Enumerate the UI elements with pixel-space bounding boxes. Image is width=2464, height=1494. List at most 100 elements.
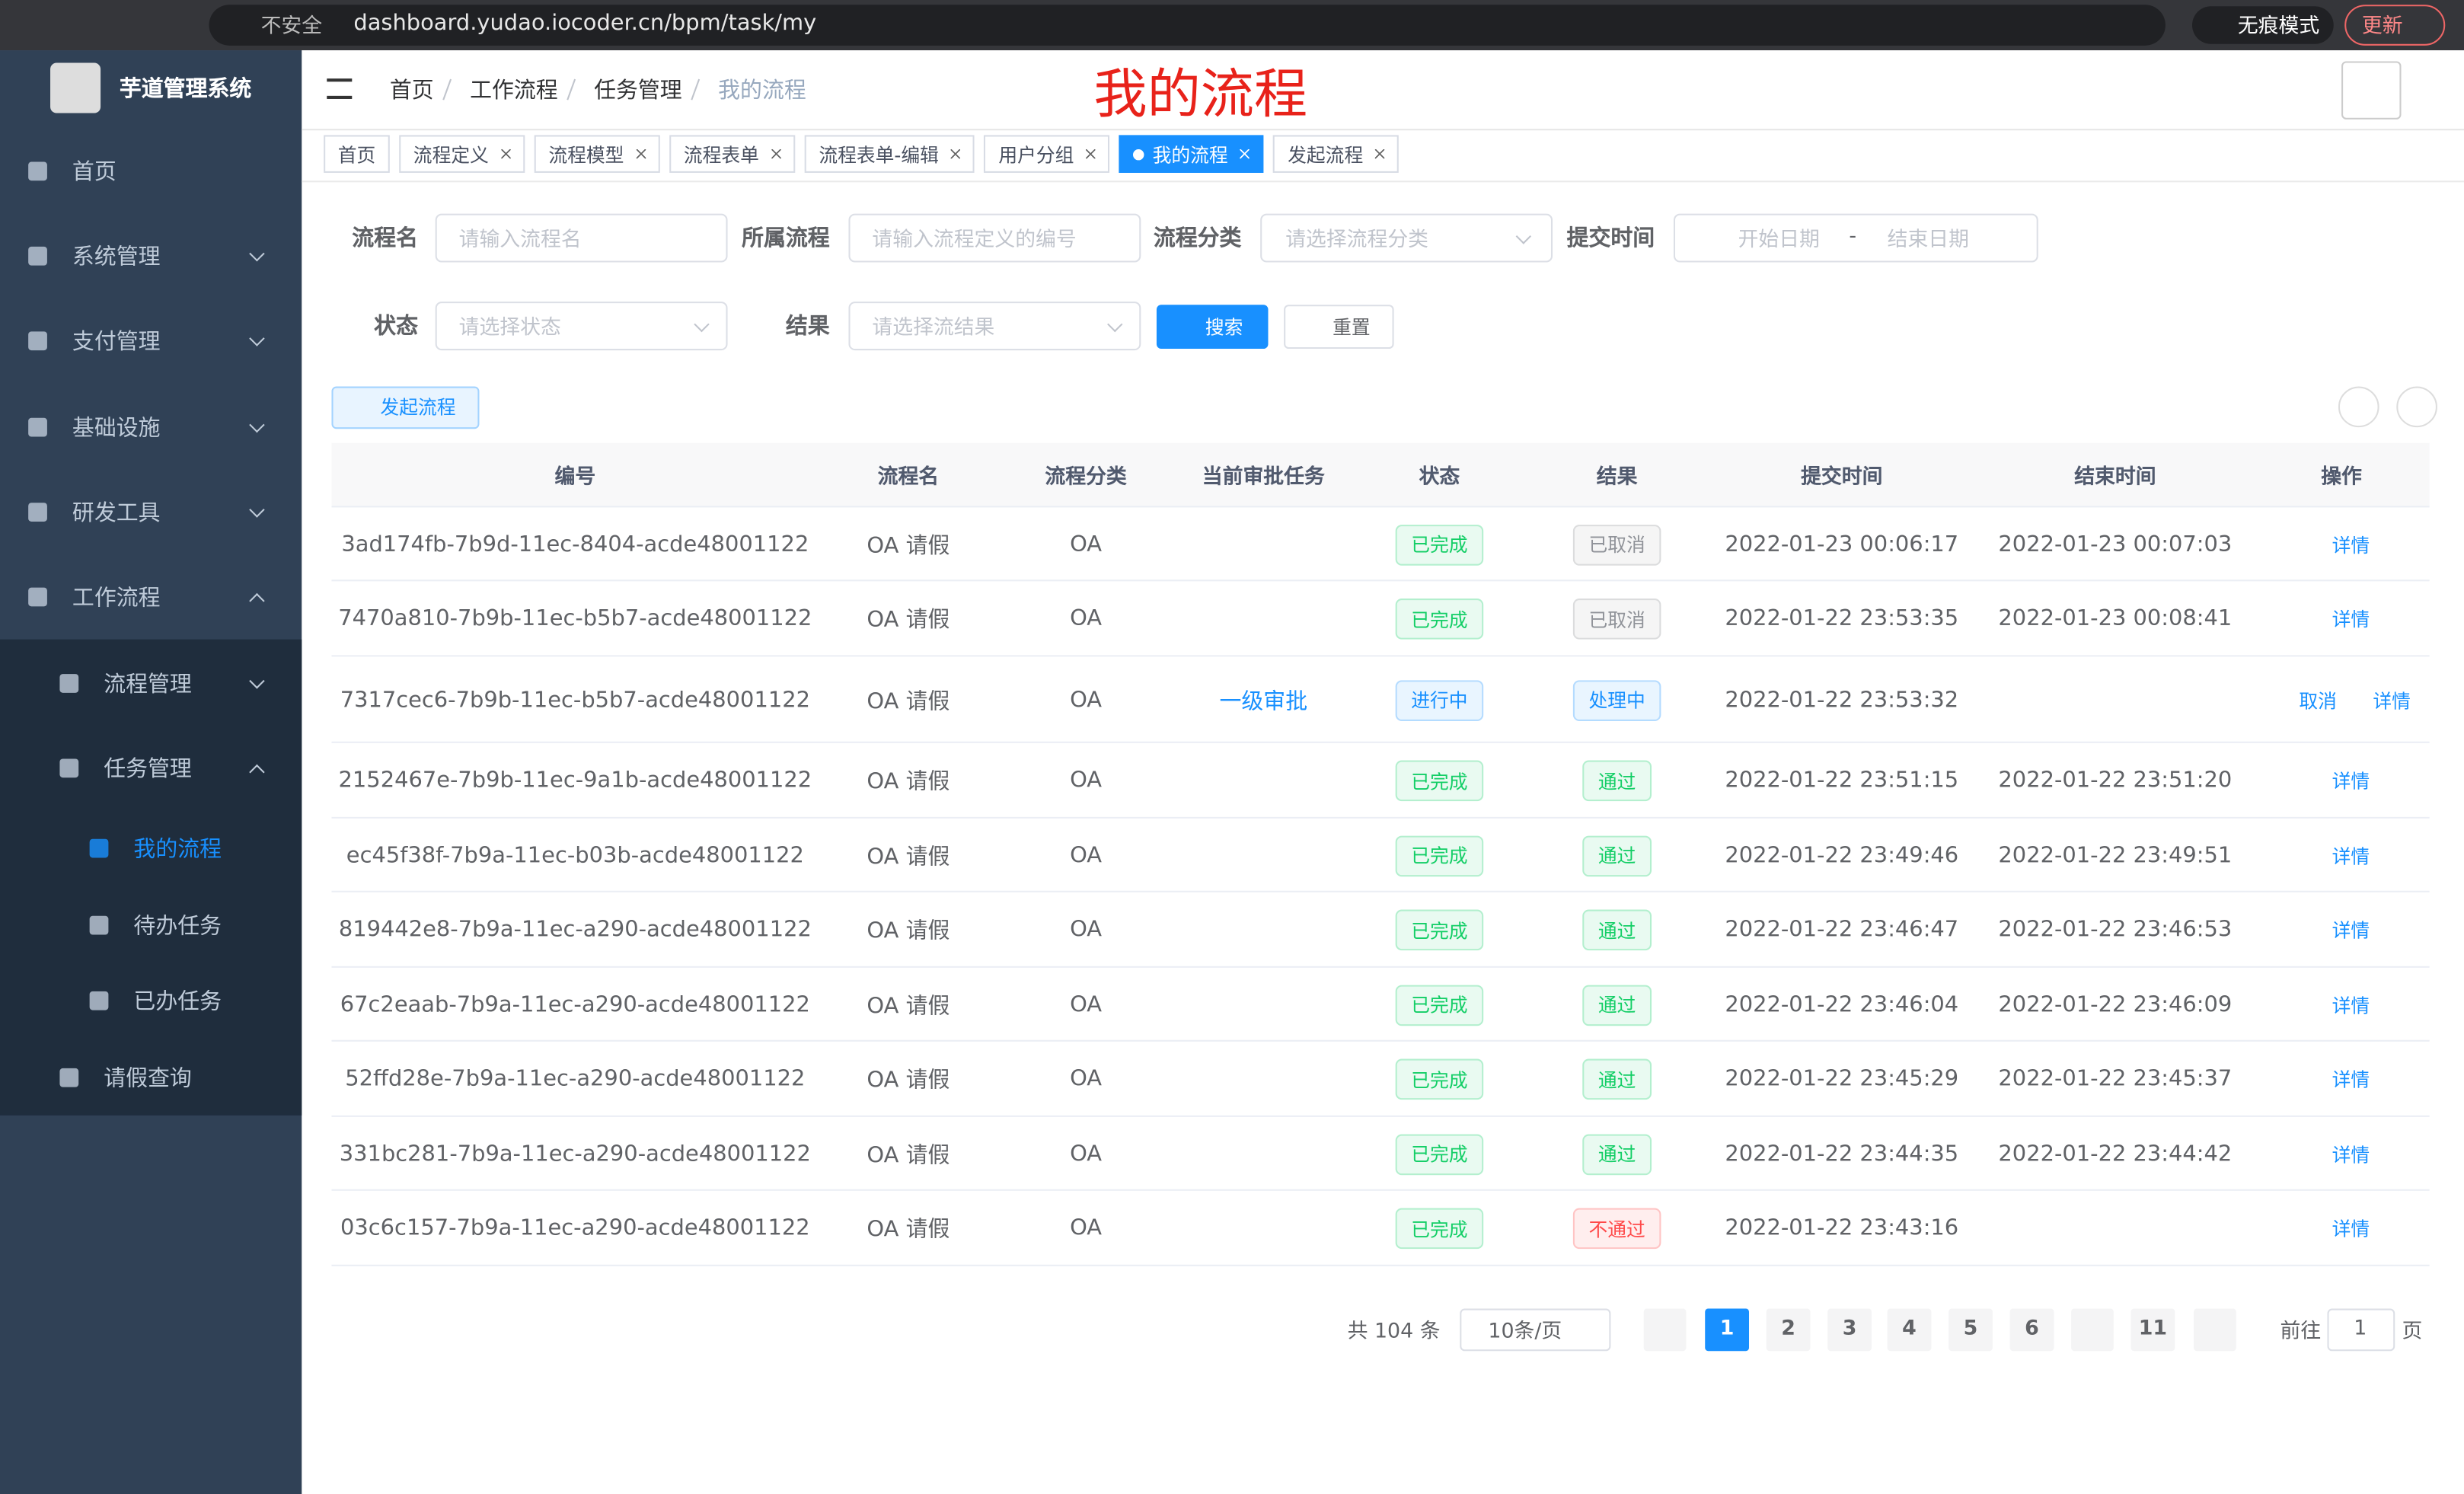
menu-item[interactable]: 支付管理: [72, 330, 161, 356]
tag-close[interactable]: [1086, 148, 1096, 159]
menu-item[interactable]: 流程管理: [104, 672, 192, 698]
status-tag: 通过: [1582, 984, 1652, 1026]
action-link[interactable]: 详情: [2332, 919, 2370, 942]
tag[interactable]: 发起流程: [1273, 135, 1400, 173]
prev-page[interactable]: [1643, 1308, 1687, 1352]
tag[interactable]: 流程表单: [669, 135, 796, 173]
create-button[interactable]: [331, 386, 480, 429]
input[interactable]: [435, 302, 728, 351]
status-text: 通过: [1597, 844, 1636, 867]
page-button[interactable]: [1705, 1308, 1750, 1352]
input[interactable]: [848, 302, 1141, 351]
page-button[interactable]: [1766, 1308, 1811, 1352]
status-tag: 已完成: [1395, 909, 1484, 951]
action-link[interactable]: 详情: [2332, 1068, 2370, 1091]
menu-item[interactable]: 研发工具: [72, 501, 161, 527]
search-label: 搜索: [1205, 316, 1243, 339]
action-link[interactable]: 取消: [2299, 689, 2337, 712]
cell: 819442e8-7b9a-11ec-a290-acde48001122: [338, 917, 812, 943]
next-page[interactable]: [2194, 1308, 2236, 1352]
status-tag: 已完成: [1395, 835, 1484, 876]
search-toggle[interactable]: [2338, 386, 2379, 428]
tag[interactable]: 流程表单-编辑: [804, 135, 975, 173]
status-tag: 通过: [1582, 1058, 1652, 1100]
page-number: 5: [1963, 1317, 1978, 1341]
update-button[interactable]: [2344, 5, 2446, 46]
row-divider: [331, 1115, 2430, 1117]
status-tag: 处理中: [1572, 679, 1661, 720]
form-label: 状态: [374, 314, 418, 340]
cell: OA: [1070, 1215, 1103, 1241]
avatar[interactable]: [2341, 61, 2402, 120]
action-link[interactable]: 详情: [2332, 770, 2370, 793]
cell: 03c6c157-7b9a-11ec-a290-acde48001122: [340, 1215, 810, 1241]
menu-icon: [28, 417, 47, 437]
cell: OA: [1070, 1141, 1103, 1167]
action-link[interactable]: 详情: [2332, 1143, 2370, 1166]
status-tag: 已取消: [1572, 524, 1661, 565]
status-tag: 通过: [1582, 909, 1652, 951]
action-link[interactable]: 详情: [2332, 608, 2370, 631]
tag-close[interactable]: [636, 148, 646, 159]
action-link[interactable]: 详情: [2373, 689, 2411, 712]
menu-item[interactable]: 首页: [72, 160, 116, 186]
menu-item[interactable]: 系统管理: [72, 244, 161, 270]
tag-close[interactable]: [951, 148, 961, 159]
action-link[interactable]: 详情: [2332, 534, 2370, 557]
tag[interactable]: 流程模型: [534, 135, 660, 173]
cell: 67c2eaab-7b9a-11ec-a290-acde48001122: [340, 991, 810, 1017]
table-header: [331, 442, 2430, 508]
update-label: 更新: [2361, 14, 2403, 39]
page-ellipsis[interactable]: [2071, 1308, 2114, 1352]
menu-item[interactable]: 任务管理: [104, 757, 192, 783]
tag-close[interactable]: [1240, 148, 1250, 159]
page-button[interactable]: [2009, 1308, 2054, 1352]
menu-icon: [59, 1068, 79, 1087]
page-size[interactable]: [1460, 1308, 1611, 1352]
action-link[interactable]: 详情: [2332, 1218, 2370, 1240]
tag[interactable]: 用户分组: [984, 135, 1110, 173]
status-text: 已完成: [1411, 1143, 1468, 1166]
input[interactable]: [435, 213, 728, 263]
tag[interactable]: 首页: [324, 135, 390, 173]
page-button[interactable]: [1887, 1308, 1932, 1352]
tag-close[interactable]: [771, 148, 781, 159]
input[interactable]: [848, 213, 1141, 263]
page-button[interactable]: [1827, 1308, 1872, 1352]
status-text: 已完成: [1411, 770, 1468, 793]
column-header: 提交时间: [1801, 465, 1883, 490]
tag[interactable]: 我的流程: [1119, 135, 1265, 173]
status-text: 已取消: [1588, 534, 1645, 557]
column-header: 编号: [554, 465, 596, 490]
refresh[interactable]: [2396, 386, 2437, 428]
date-range[interactable]: [1673, 213, 2038, 263]
action-link[interactable]: 详情: [2332, 844, 2370, 867]
status-text: 已完成: [1411, 994, 1468, 1017]
cell: 2022-01-22 23:46:53: [1998, 917, 2233, 943]
input[interactable]: [1260, 213, 1553, 263]
page-button[interactable]: [1949, 1308, 1993, 1352]
menu-item[interactable]: 基础设施: [72, 416, 161, 442]
menu-item[interactable]: 已办任务: [133, 989, 222, 1015]
tag[interactable]: 流程定义: [399, 135, 525, 173]
status-text: 已取消: [1588, 608, 1645, 631]
column-header: 结果: [1596, 465, 1638, 490]
placeholder: 结束日期: [1887, 228, 1969, 253]
menu-item[interactable]: 请假查询: [104, 1066, 192, 1092]
address-bar[interactable]: [209, 5, 2166, 46]
menu-icon: [89, 915, 109, 935]
menu-item[interactable]: 工作流程: [72, 586, 161, 611]
tag-close[interactable]: [501, 148, 511, 159]
search-button[interactable]: [1156, 305, 1269, 350]
page-button[interactable]: [2130, 1308, 2175, 1352]
reset-button[interactable]: [1284, 305, 1394, 350]
tag-label: 首页: [337, 143, 376, 166]
goto-input[interactable]: [2327, 1308, 2395, 1352]
menu-item[interactable]: 待办任务: [133, 914, 222, 940]
cell: 3ad174fb-7b9d-11ec-8404-acde48001122: [341, 532, 809, 557]
menu-item[interactable]: 我的流程: [133, 837, 222, 863]
cell: OA 请假: [867, 608, 950, 634]
tag-close[interactable]: [1375, 148, 1386, 159]
action-link[interactable]: 详情: [2332, 994, 2370, 1017]
menu-icon: [59, 674, 79, 693]
